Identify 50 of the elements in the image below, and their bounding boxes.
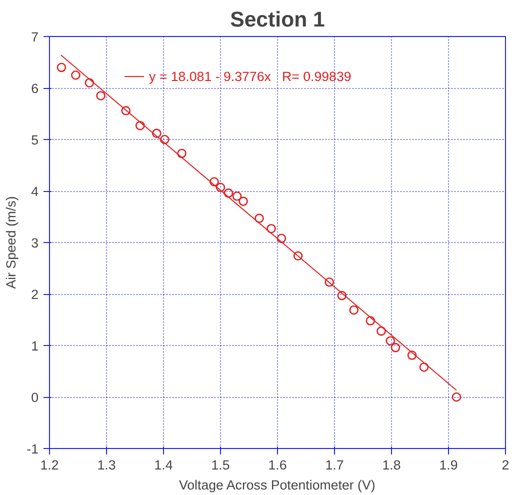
y-tick-label: 5 bbox=[31, 132, 39, 148]
x-tick-label: 1.4 bbox=[154, 458, 174, 472]
point bbox=[293, 251, 303, 261]
point bbox=[96, 91, 106, 100]
y-tick-label: -1 bbox=[26, 442, 39, 456]
point bbox=[56, 62, 66, 72]
point bbox=[419, 362, 429, 372]
point bbox=[254, 214, 264, 223]
x-tick-label: 1.6 bbox=[268, 458, 287, 472]
point bbox=[266, 224, 276, 234]
chart-title: Section 1 bbox=[230, 8, 326, 32]
point bbox=[324, 278, 334, 287]
y-axis-title: Air Speed (m/s) bbox=[4, 196, 19, 289]
point bbox=[337, 290, 347, 300]
point bbox=[135, 120, 145, 130]
point bbox=[452, 392, 462, 402]
x-axis-title: Voltage Across Potentiometer (V) bbox=[178, 478, 376, 492]
point bbox=[210, 177, 219, 186]
point bbox=[390, 342, 400, 352]
y-tick-label: 0 bbox=[31, 390, 39, 405]
point bbox=[232, 192, 242, 201]
point bbox=[71, 70, 80, 80]
y-tick-label: 2 bbox=[31, 287, 39, 302]
y-tick-label: 4 bbox=[31, 184, 40, 199]
point bbox=[349, 305, 359, 315]
point bbox=[216, 182, 226, 192]
point bbox=[84, 78, 94, 88]
y-tick-label: 3 bbox=[31, 236, 39, 250]
x-tick-label: 2 bbox=[502, 458, 510, 472]
x-tick-label: 1.7 bbox=[325, 458, 344, 472]
point bbox=[376, 326, 386, 336]
point bbox=[366, 316, 376, 326]
y-tick-label: 1 bbox=[31, 338, 39, 354]
legend-label: y = 18.081 - 9.3776x R= 0.99839 bbox=[149, 68, 352, 84]
point bbox=[407, 350, 417, 360]
point bbox=[121, 106, 131, 116]
x-tick-label: 1.5 bbox=[211, 458, 230, 472]
point bbox=[238, 196, 248, 206]
point bbox=[386, 336, 396, 346]
x-tick-label: 1.3 bbox=[97, 458, 116, 472]
x-tick-label: 1.8 bbox=[382, 458, 401, 472]
point bbox=[224, 188, 234, 198]
point bbox=[177, 148, 186, 158]
point bbox=[160, 134, 170, 144]
point bbox=[276, 234, 286, 244]
x-tick-label: 1.2 bbox=[40, 458, 59, 472]
y-tick-label: 6 bbox=[31, 81, 39, 96]
x-tick-label: 1.9 bbox=[439, 458, 458, 472]
y-tick-label: 7 bbox=[31, 30, 39, 44]
point bbox=[152, 128, 162, 138]
